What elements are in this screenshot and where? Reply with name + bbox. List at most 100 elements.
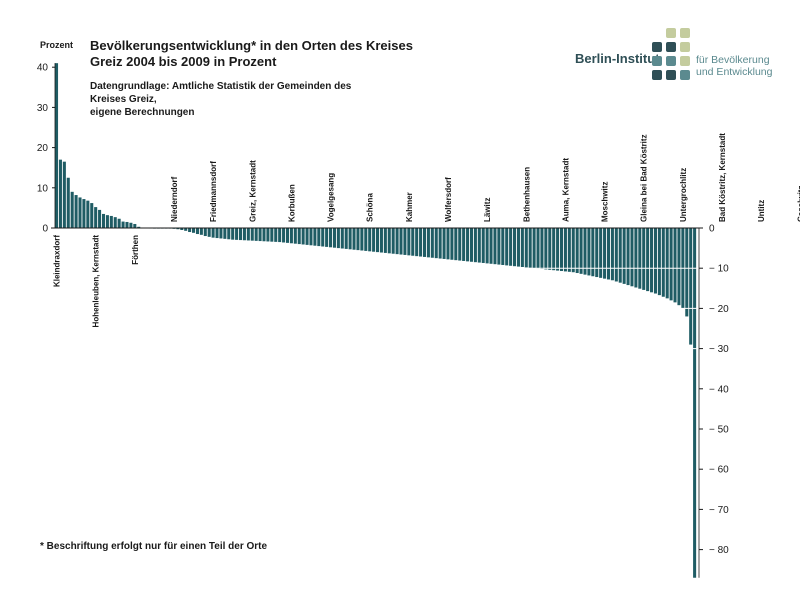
bar — [606, 228, 611, 280]
bar — [434, 228, 438, 259]
bar — [469, 228, 473, 262]
bar — [595, 228, 599, 278]
bar — [501, 228, 505, 265]
footnote: * Beschriftung erfolgt nur für einen Tei… — [40, 541, 268, 552]
bar — [94, 207, 98, 228]
bar — [192, 228, 196, 233]
bar — [438, 228, 442, 259]
bar — [638, 228, 642, 289]
bar — [215, 228, 219, 239]
bar — [195, 228, 199, 235]
bar — [653, 228, 657, 294]
logo-square — [652, 70, 662, 80]
bar — [665, 228, 669, 299]
bar — [630, 228, 634, 287]
bar — [207, 228, 211, 237]
left-tick-label: 20 — [37, 143, 49, 154]
logo-square — [652, 42, 662, 52]
bar — [219, 228, 223, 239]
bar — [579, 228, 583, 274]
category-label: Friedmannsdorf — [209, 161, 218, 222]
bar — [348, 228, 352, 250]
bar — [199, 228, 203, 235]
right-tick-label: − 10 — [709, 264, 729, 275]
bar — [301, 228, 305, 245]
logo-tagline-line-1: für Bevölkerung — [696, 54, 770, 66]
logo-square-grid-icon — [652, 28, 692, 80]
logo-tagline: für Bevölkerung und Entwicklung — [696, 54, 772, 78]
bar — [98, 209, 102, 228]
bar — [505, 228, 509, 266]
bar — [583, 228, 587, 275]
logo-name: Berlin-Institut — [575, 51, 660, 66]
bar — [66, 177, 70, 228]
category-label: Untitz — [757, 200, 766, 222]
bar — [235, 228, 239, 240]
bar — [368, 228, 372, 252]
bar — [536, 228, 540, 269]
bar — [516, 228, 520, 267]
category-label: Korbußen — [287, 184, 296, 222]
bar — [266, 228, 270, 242]
logo-square — [666, 28, 676, 38]
bar — [622, 228, 626, 284]
bar — [321, 228, 325, 247]
category-label: Auma, Kernstadt — [561, 158, 570, 222]
bar — [626, 228, 630, 286]
bar — [493, 228, 497, 265]
bar — [372, 228, 376, 252]
bar — [356, 228, 360, 251]
bar — [325, 228, 329, 247]
bar — [387, 228, 391, 254]
bar — [340, 228, 344, 249]
bar — [462, 228, 466, 261]
left-tick-label: 40 — [37, 63, 49, 74]
bar — [250, 228, 254, 241]
bar — [618, 228, 622, 283]
bar — [254, 228, 258, 241]
bar — [58, 159, 62, 228]
right-tick-label: − 40 — [709, 384, 729, 395]
bar — [395, 228, 399, 255]
bar — [125, 221, 129, 228]
bar — [305, 228, 309, 245]
bar — [86, 200, 90, 228]
bar — [603, 228, 607, 279]
category-label: Kleindraxdorf — [53, 235, 62, 287]
bar — [646, 228, 650, 292]
bar — [559, 228, 564, 272]
y-axis-label: Prozent — [40, 40, 73, 50]
bar — [650, 228, 654, 293]
bar — [528, 228, 532, 268]
bar — [454, 228, 458, 261]
bar — [689, 228, 693, 345]
bar — [509, 228, 513, 266]
bar — [391, 228, 395, 254]
bar — [78, 197, 82, 228]
category-label: Schöna — [366, 193, 375, 222]
bar — [532, 228, 536, 269]
bar — [657, 228, 661, 296]
category-label: Wolfersdorf — [444, 177, 453, 222]
bar — [430, 228, 434, 258]
bar — [458, 228, 462, 261]
bar — [642, 228, 646, 290]
bar — [669, 228, 673, 301]
bar — [211, 228, 215, 238]
logo-square — [666, 70, 676, 80]
bar — [74, 195, 78, 228]
data-source-line-1: Datengrundlage: Amtliche Statistik der G… — [90, 81, 352, 105]
bar — [329, 228, 333, 248]
bar — [289, 228, 293, 244]
bar — [587, 228, 591, 276]
category-label: Greiz, Kernstadt — [248, 160, 257, 222]
bar — [274, 228, 278, 242]
bar — [297, 228, 301, 245]
bar — [399, 228, 403, 255]
bar — [567, 228, 571, 272]
bar — [105, 215, 109, 228]
bar — [242, 228, 246, 241]
bar — [137, 226, 141, 228]
right-tick-label: − 20 — [709, 304, 729, 315]
bar — [129, 222, 133, 228]
